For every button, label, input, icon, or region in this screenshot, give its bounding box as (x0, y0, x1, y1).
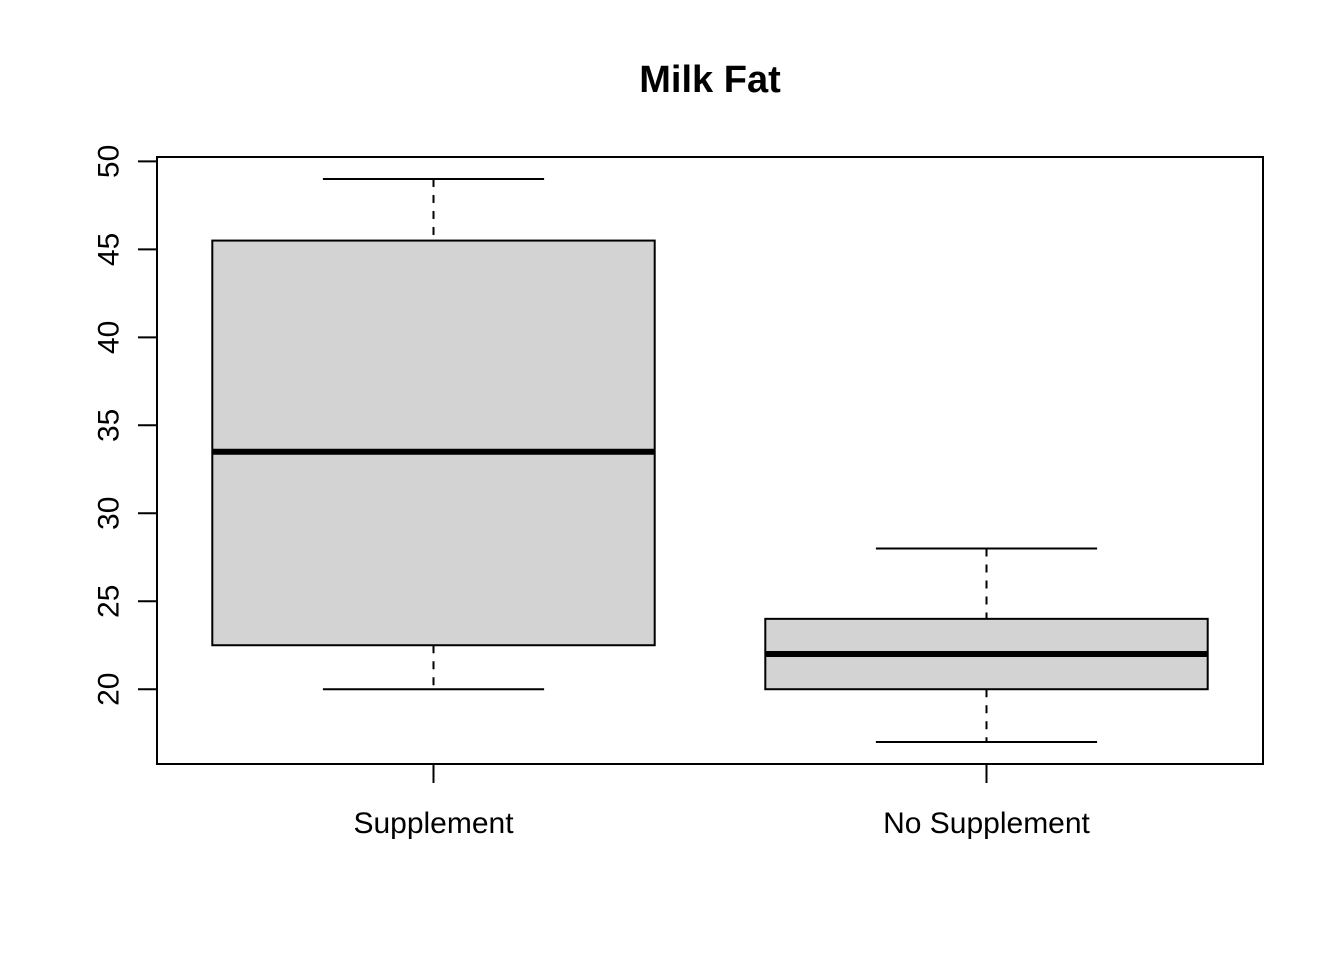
y-tick-label: 35 (93, 409, 126, 442)
box-iqr (211, 239, 656, 647)
box-1 (764, 547, 1209, 744)
y-tick-label: 30 (93, 497, 126, 530)
y-tick-label: 50 (93, 145, 126, 178)
box-0 (211, 177, 656, 691)
y-axis: 20 25 30 35 40 45 50 (93, 145, 158, 706)
box-series (211, 177, 1209, 744)
y-tick-label: 45 (93, 233, 126, 266)
x-tick-label: Supplement (353, 807, 514, 840)
y-tick-label: 25 (93, 585, 126, 618)
chart-title: Milk Fat (639, 59, 781, 101)
x-tick-label: No Supplement (883, 807, 1090, 840)
y-tick-label: 40 (93, 321, 126, 354)
plot-frame (156, 156, 1264, 765)
y-tick-label: 20 (93, 673, 126, 706)
x-axis: Supplement No Supplement (353, 764, 1091, 840)
